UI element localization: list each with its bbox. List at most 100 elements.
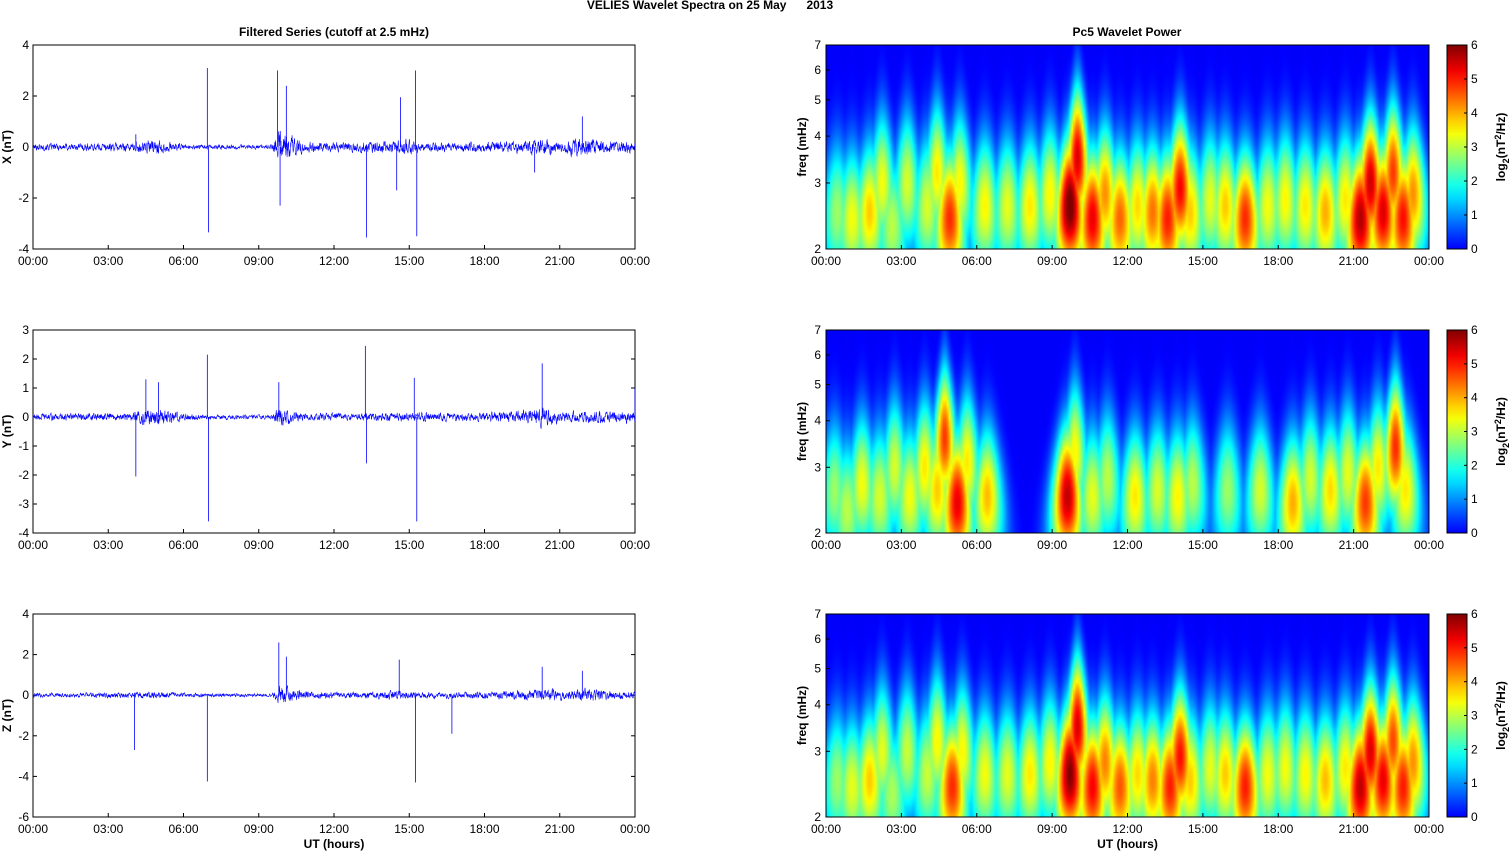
time-series-panel: -4 -3 -2 -1 0 1 2 3 00:00 03:00 06:00 09:00 12:00 15:… <box>0 323 650 552</box>
colorbar: 0 1 2 3 4 5 6 log2(nT2/Hz) <box>1446 38 1511 256</box>
x-tick-label: 03:00 <box>93 538 123 552</box>
x-tick-label: 00:00 <box>620 254 650 268</box>
y-tick-label: 5 <box>814 378 821 392</box>
x-tick-label: 00:00 <box>1414 254 1444 268</box>
colorbar-label: log2(nT2/Hz) <box>1493 681 1511 750</box>
y-tick-label: 4 <box>814 129 821 143</box>
colorbar: 0 1 2 3 4 5 6 log2(nT2/Hz) <box>1446 323 1511 540</box>
plot-frame <box>32 329 636 534</box>
y-tick-label: 5 <box>814 93 821 107</box>
y-tick-label: -6 <box>18 810 29 824</box>
x-tick-label: 00:00 <box>620 538 650 552</box>
y-tick-label: 6 <box>814 348 821 362</box>
y-axis-label: Z (nT) <box>0 699 14 732</box>
x-tick-label: 09:00 <box>244 254 274 268</box>
colorbar-label: log2(nT2/Hz) <box>1493 397 1511 466</box>
x-tick-label: 12:00 <box>1112 538 1142 552</box>
x-tick-label: 15:00 <box>1188 822 1218 836</box>
y-tick-label: 6 <box>814 63 821 77</box>
x-tick-label: 18:00 <box>1263 538 1293 552</box>
x-tick-label: 12:00 <box>319 538 349 552</box>
y-tick-label: 3 <box>22 323 29 337</box>
y-tick-label: -2 <box>18 191 29 205</box>
y-tick-label: 7 <box>814 38 821 52</box>
colorbar-tick-label: 5 <box>1471 641 1478 655</box>
y-tick-label: -4 <box>18 769 29 783</box>
figure-title: VELIES Wavelet Spectra on 25 May 2013 <box>587 0 834 12</box>
x-tick-label: 00:00 <box>18 822 48 836</box>
y-tick-label: 6 <box>814 632 821 646</box>
x-tick-label: 09:00 <box>1037 254 1067 268</box>
x-tick-label: 06:00 <box>168 254 198 268</box>
time-series-column: -4 -2 0 2 4 00:00 03:00 06:00 09:00 12:00 15:00 18:… <box>0 38 650 851</box>
y-tick-label: 2 <box>22 352 29 366</box>
y-tick-label: -4 <box>18 242 29 256</box>
y-tick-label: 4 <box>22 607 29 621</box>
x-tick-label: 03:00 <box>886 254 916 268</box>
x-tick-label: 15:00 <box>1188 538 1218 552</box>
x-tick-label: 21:00 <box>545 822 575 836</box>
x-tick-label: 12:00 <box>1112 254 1142 268</box>
x-tick-label: 18:00 <box>1263 822 1293 836</box>
y-tick-label: -2 <box>18 729 29 743</box>
colorbar-tick-label: 0 <box>1471 242 1478 256</box>
y-tick-label: 2 <box>814 242 821 256</box>
right-column-title: Pc5 Wavelet Power <box>1073 25 1182 39</box>
x-tick-label: 12:00 <box>1112 822 1142 836</box>
y-axis-label: X (nT) <box>0 130 14 164</box>
x-tick-label: 00:00 <box>18 254 48 268</box>
x-tick-label: 12:00 <box>319 254 349 268</box>
y-axis-label: Y (nT) <box>0 415 14 449</box>
colorbar-tick-label: 2 <box>1471 458 1478 472</box>
x-tick-label: 06:00 <box>168 822 198 836</box>
y-tick-label: -1 <box>18 439 29 453</box>
x-tick-label: 21:00 <box>545 538 575 552</box>
x-tick-label: 18:00 <box>469 254 499 268</box>
x-tick-label: 12:00 <box>319 822 349 836</box>
colorbar-tick-label: 4 <box>1471 391 1478 405</box>
y-axis-label: freq (mHz) <box>795 402 809 461</box>
data-series-line <box>32 407 636 429</box>
x-tick-label: 00:00 <box>18 538 48 552</box>
wavelet-power-column: 2 3 4 5 6 7 00:00 03:00 06:00 09:00 12:00 15:00 18:0… <box>795 38 1511 851</box>
colorbar-tick-label: 3 <box>1471 140 1478 154</box>
x-tick-label: 00:00 <box>811 254 841 268</box>
y-tick-label: 5 <box>814 662 821 676</box>
colorbar-tick-label: 0 <box>1471 810 1478 824</box>
x-tick-label: 09:00 <box>244 538 274 552</box>
time-series-panel: -4 -2 0 2 4 00:00 03:00 06:00 09:00 12:00 15:00 18:… <box>0 38 650 268</box>
wavelet-panel: 2 3 4 5 6 7 00:00 03:00 06:00 09:00 12:00 15:00 18:0… <box>795 323 1511 552</box>
x-tick-label: 00:00 <box>811 538 841 552</box>
y-tick-label: -2 <box>18 468 29 482</box>
x-tick-label: 18:00 <box>469 538 499 552</box>
y-tick-label: 2 <box>22 648 29 662</box>
data-series-line <box>32 130 636 158</box>
colorbar-tick-label: 1 <box>1471 776 1478 790</box>
x-tick-label: 18:00 <box>1263 254 1293 268</box>
colorbar-tick-label: 6 <box>1471 607 1478 621</box>
colorbar-tick-label: 5 <box>1471 357 1478 371</box>
colorbar-tick-label: 3 <box>1471 425 1478 439</box>
y-tick-label: 2 <box>814 810 821 824</box>
time-series-panel: -6 -4 -2 0 2 4 00:00 03:00 06:00 09:00 12:00 15:00 1… <box>0 607 650 851</box>
x-tick-label: 06:00 <box>962 254 992 268</box>
y-axis-label: freq (mHz) <box>795 117 809 176</box>
y-tick-label: -3 <box>18 497 29 511</box>
x-tick-label: 09:00 <box>1037 822 1067 836</box>
colorbar: 0 1 2 3 4 5 6 log2(nT2/Hz) <box>1446 607 1511 824</box>
x-tick-label: 09:00 <box>1037 538 1067 552</box>
colorbar-tick-label: 3 <box>1471 709 1478 723</box>
x-tick-label: 15:00 <box>1188 254 1218 268</box>
wavelet-panel: 2 3 4 5 6 7 00:00 03:00 06:00 09:00 12:00 15:00 18:0… <box>795 38 1511 268</box>
y-tick-label: 2 <box>22 89 29 103</box>
x-tick-label: 03:00 <box>93 822 123 836</box>
x-tick-label: 21:00 <box>1339 822 1369 836</box>
colorbar-tick-label: 1 <box>1471 208 1478 222</box>
colorbar-tick-label: 6 <box>1471 38 1478 52</box>
x-tick-label: 03:00 <box>886 822 916 836</box>
left-column-title: Filtered Series (cutoff at 2.5 mHz) <box>239 25 429 39</box>
colorbar-tick-label: 4 <box>1471 675 1478 689</box>
y-tick-label: 0 <box>22 688 29 702</box>
y-tick-label: 4 <box>22 38 29 52</box>
